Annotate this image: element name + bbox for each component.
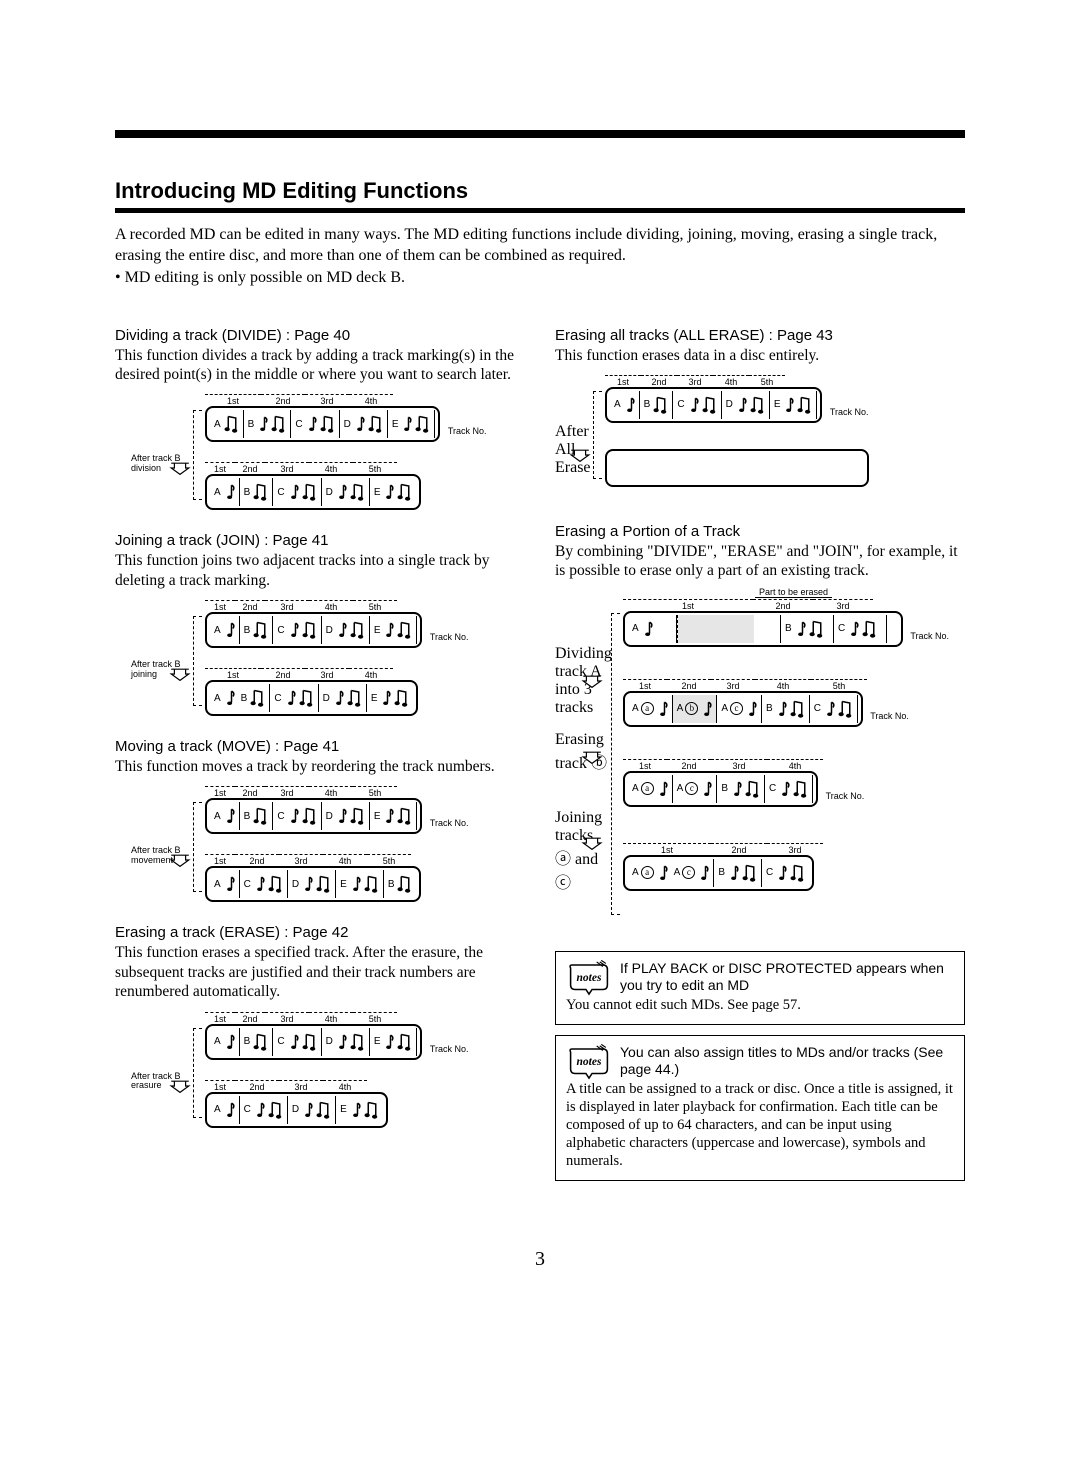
move-body: This function moves a track by reorderin… (115, 757, 525, 776)
right-column: Erasing all tracks (ALL ERASE) : Page 43… (555, 309, 965, 1182)
allerase-heading: Erasing all tracks (ALL ERASE) : Page 43 (555, 327, 965, 344)
erase-body: This function erases a specified track. … (115, 943, 525, 1001)
page-title: Introducing MD Editing Functions (115, 178, 965, 211)
top-rule (115, 130, 965, 138)
erase-heading: Erasing a track (ERASE) : Page 42 (115, 924, 525, 941)
note2-heading: You can also assign titles to MDs and/or… (620, 1044, 954, 1079)
allerase-body: This function erases data in a disc enti… (555, 346, 965, 365)
move-heading: Moving a track (MOVE) : Page 41 (115, 738, 525, 755)
move-diagram: 1st2nd3rd4th5th A B C D E Track No. Afte… (131, 786, 525, 906)
notes-icon (566, 960, 612, 996)
portion-diagram: Part to be erased 1st2nd3rd A B C Track … (555, 591, 965, 931)
join-diagram: 1st2nd3rd4th5th A B C D E Track No. Afte… (131, 600, 525, 720)
allerase-diagram: 1st2nd3rd4th5th A B C D E Track No. Afte… (555, 375, 965, 505)
manual-page: Introducing MD Editing Functions A recor… (115, 130, 965, 1181)
note1-body: You cannot edit such MDs. See page 57. (566, 996, 954, 1014)
intro-text: A recorded MD can be edited in many ways… (115, 225, 965, 267)
note-box-2: You can also assign titles to MDs and/or… (555, 1035, 965, 1182)
columns: Dividing a track (DIVIDE) : Page 40 This… (115, 309, 965, 1182)
divide-body: This function divides a track by adding … (115, 346, 525, 385)
intro-bullet: • MD editing is only possible on MD deck… (115, 269, 965, 287)
arrow-down-icon (167, 460, 193, 476)
note-box-1: If PLAY BACK or DISC PROTECTED appears w… (555, 951, 965, 1025)
note2-body: A title can be assigned to a track or di… (566, 1080, 954, 1171)
portion-body: By combining "DIVIDE", "ERASE" and "JOIN… (555, 542, 965, 581)
divide-heading: Dividing a track (DIVIDE) : Page 40 (115, 327, 525, 344)
page-number: 3 (115, 1248, 965, 1271)
note1-heading: If PLAY BACK or DISC PROTECTED appears w… (620, 960, 954, 995)
join-heading: Joining a track (JOIN) : Page 41 (115, 532, 525, 549)
notes-icon (566, 1044, 612, 1080)
left-column: Dividing a track (DIVIDE) : Page 40 This… (115, 309, 525, 1182)
divide-diagram: 1st2nd3rd4th A B C D E Track No. After t… (131, 394, 525, 514)
erase-diagram: 1st2nd3rd4th5th A B C D E Track No. Afte… (131, 1012, 525, 1132)
track-no-label: Track No. (448, 426, 487, 436)
portion-heading: Erasing a Portion of a Track (555, 523, 965, 540)
track-row: A B C D E Track No. (205, 406, 440, 442)
join-body: This function joins two adjacent tracks … (115, 551, 525, 590)
